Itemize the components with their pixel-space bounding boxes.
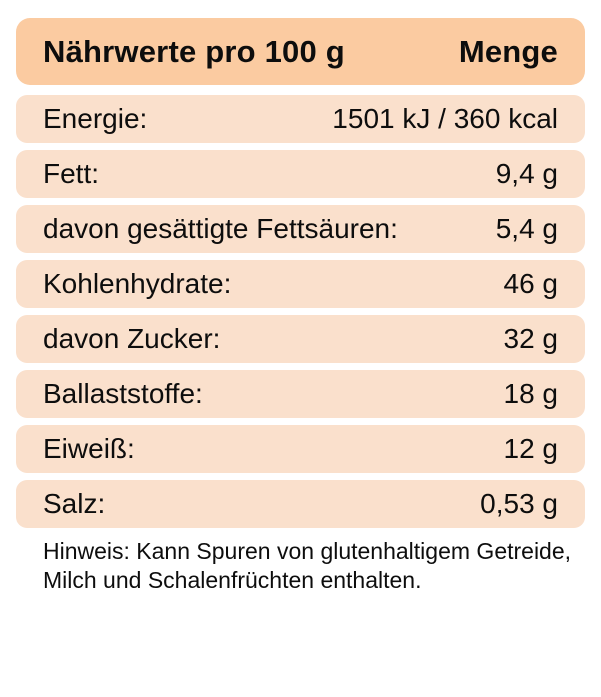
nutrition-row-gesaettigte-fettsaeuren: davon gesättigte Fettsäuren: 5,4 g [16,205,585,253]
nutrient-value: 12 g [503,433,559,464]
header-amount-label: Menge [458,33,558,69]
allergen-note-line-1: Hinweis: Kann Spuren von glutenhaltigem … [43,538,572,564]
nutrient-value: 32 g [503,323,559,354]
nutrient-value: 0,53 g [480,488,558,519]
allergen-note: Hinweis: Kann Spuren von glutenhaltigem … [16,537,585,595]
nutrient-value: 18 g [503,378,559,409]
nutrient-value: 5,4 g [495,213,558,244]
header-title: Nährwerte pro 100 g [43,33,345,69]
nutrient-label: Kohlenhydrate: [43,268,232,299]
nutrition-row-eiweiss: Eiweiß: 12 g [16,425,585,473]
nutrient-label: Energie: [43,103,148,134]
nutrition-rows: Energie: 1501 kJ / 360 kcal Fett: 9,4 g … [16,95,585,528]
nutrient-label: davon Zucker: [43,323,221,354]
nutrient-label: Salz: [43,488,106,519]
nutrition-row-energie: Energie: 1501 kJ / 360 kcal [16,95,585,143]
table-header: Nährwerte pro 100 g Menge [16,18,585,85]
nutrient-label: Ballaststoffe: [43,378,203,409]
nutrition-row-zucker: davon Zucker: 32 g [16,315,585,363]
nutrition-row-ballaststoffe: Ballaststoffe: 18 g [16,370,585,418]
nutrient-value: 9,4 g [495,158,558,189]
nutrition-row-kohlenhydrate: Kohlenhydrate: 46 g [16,260,585,308]
nutrient-value: 1501 kJ / 360 kcal [332,103,558,134]
nutrient-label: Fett: [43,158,100,189]
nutrition-row-fett: Fett: 9,4 g [16,150,585,198]
nutrient-label: Eiweiß: [43,433,135,464]
allergen-note-line-2: Milch und Schalenfrüchten enthalten. [43,567,422,593]
nutrient-label: davon gesättigte Fettsäuren: [43,213,398,244]
nutrient-value: 46 g [503,268,559,299]
nutrition-row-salz: Salz: 0,53 g [16,480,585,528]
nutrition-table: Nährwerte pro 100 g Menge Energie: 1501 … [16,18,585,595]
